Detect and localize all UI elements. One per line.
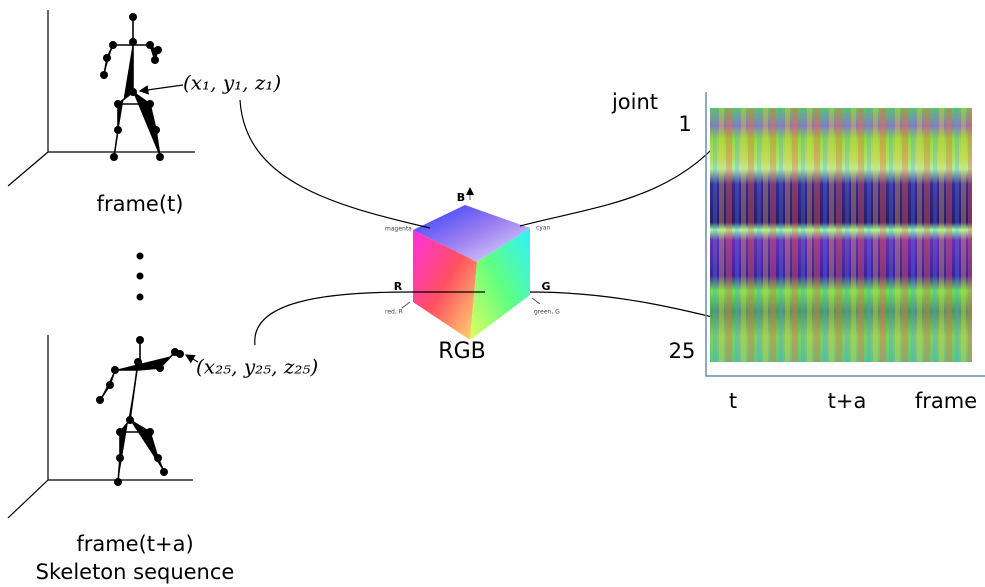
y-axis-title: joint — [611, 90, 658, 114]
arrow — [140, 85, 183, 91]
corner-label: magenta — [385, 226, 412, 233]
connector — [520, 122, 735, 226]
x-label: t+a — [828, 389, 867, 413]
joint-label: (x₂₅, y₂₅, z₂₅) — [196, 355, 318, 379]
x-label: frame — [915, 389, 977, 413]
skeleton-image — [710, 108, 972, 362]
skeleton — [100, 13, 164, 161]
rgb-cube — [402, 188, 540, 340]
corner-label: green, G — [534, 309, 560, 316]
y-label: 1 — [678, 112, 691, 136]
axis-label: B — [457, 191, 465, 204]
ellipsis — [137, 253, 144, 301]
x-label: t — [729, 389, 737, 413]
frame-label: frame(t) — [97, 192, 184, 216]
sequence-label: Skeleton sequence — [36, 560, 235, 584]
axes — [8, 10, 195, 186]
joint-label: (x₁, y₁, z₁) — [183, 71, 281, 95]
corner-label: cyan — [536, 225, 551, 232]
axis-label: G — [541, 280, 550, 293]
diagram: (x₁, y₁, z₁) frame(t) (x₂₅, y₂₅, z₂₅) fr… — [0, 0, 985, 587]
corner-label: red, R — [385, 309, 403, 316]
y-label: 25 — [669, 339, 696, 363]
connector — [240, 100, 430, 228]
axis-label: R — [394, 280, 403, 293]
cube-label: RGB — [438, 339, 485, 364]
frame-label: frame(t+a) — [76, 532, 193, 556]
skeleton — [96, 336, 184, 486]
